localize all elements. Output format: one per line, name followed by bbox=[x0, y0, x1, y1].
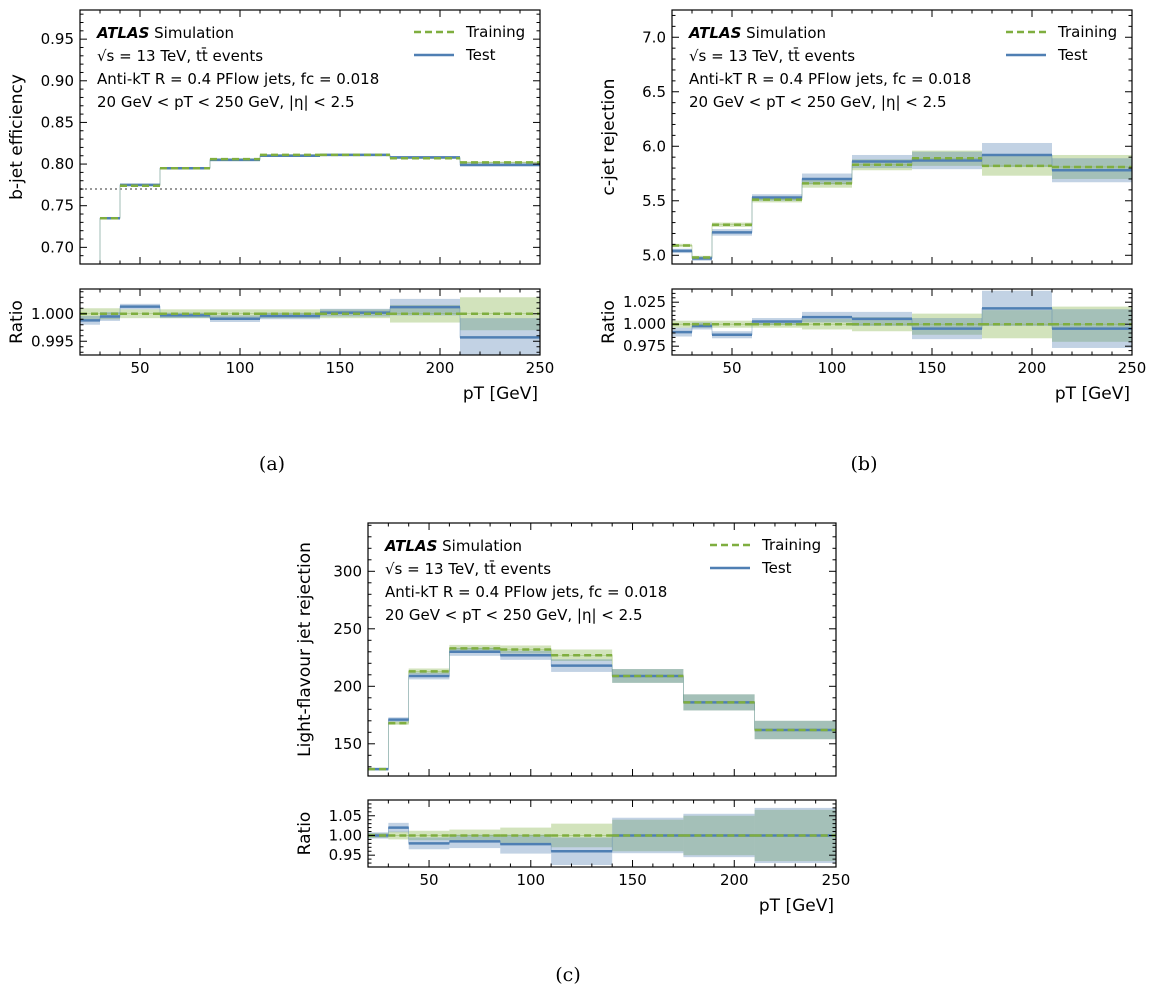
y-tick-label: 0.85 bbox=[41, 113, 74, 131]
ylabel: b-jet efficiency bbox=[7, 74, 27, 200]
annotation-selection: 20 GeV < pT < 250 GeV, |η| < 2.5 bbox=[385, 606, 642, 624]
x-tick-label: 100 bbox=[226, 359, 255, 377]
test-band bbox=[80, 269, 100, 271]
simulation-label: Simulation bbox=[149, 24, 234, 42]
x-tick-label: 100 bbox=[516, 871, 545, 889]
x-tick-label: 150 bbox=[326, 359, 355, 377]
axes-frame bbox=[367, 522, 837, 777]
legend-training-label: Training bbox=[465, 23, 525, 41]
ylabel: Light-flavour jet rejection bbox=[295, 542, 315, 757]
simulation-label: Simulation bbox=[437, 537, 522, 555]
y-tick-label: 300 bbox=[333, 562, 362, 580]
caption-b: (b) bbox=[851, 453, 878, 475]
plot-area bbox=[672, 290, 1132, 348]
y-tick-label: 5.0 bbox=[642, 246, 666, 264]
y-tick-label: 200 bbox=[333, 677, 362, 695]
y-tick-label: 1.00 bbox=[329, 826, 362, 844]
annotation-experiment: ATLAS Simulation bbox=[688, 24, 826, 42]
caption-a: (a) bbox=[259, 453, 285, 475]
annotation-jets: Anti-kT R = 0.4 PFlow jets, fc = 0.018 bbox=[385, 583, 667, 601]
x-tick-label: 150 bbox=[618, 871, 647, 889]
plot-area bbox=[80, 297, 540, 355]
legend-test-label: Test bbox=[465, 46, 496, 64]
annotation-energy: √s = 13 TeV, tt̄ events bbox=[97, 46, 263, 65]
annotation-energy: √s = 13 TeV, tt̄ events bbox=[385, 559, 551, 578]
y-tick-label: 6.0 bbox=[642, 137, 666, 155]
plot-area bbox=[80, 153, 540, 271]
x-tick-label: 250 bbox=[822, 871, 851, 889]
plot-area bbox=[368, 644, 836, 771]
y-tick-label: 1.000 bbox=[31, 305, 74, 323]
x-tick-label: 50 bbox=[722, 359, 741, 377]
y-tick-label: 1.05 bbox=[329, 807, 362, 825]
x-tick-label: 100 bbox=[818, 359, 847, 377]
x-tick-label: 200 bbox=[1018, 359, 1047, 377]
x-tick-label: 50 bbox=[130, 359, 149, 377]
x-tick-label: 250 bbox=[526, 359, 555, 377]
y-tick-label: 0.995 bbox=[31, 332, 74, 350]
simulation-label: Simulation bbox=[741, 24, 826, 42]
xlabel: pT [GeV] bbox=[463, 384, 538, 404]
y-tick-label: 0.80 bbox=[41, 155, 74, 173]
y-tick-label: 7.0 bbox=[642, 28, 666, 46]
annotation-selection: 20 GeV < pT < 250 GeV, |η| < 2.5 bbox=[689, 93, 946, 111]
y-tick-label: 250 bbox=[333, 620, 362, 638]
axes-frame bbox=[671, 9, 1133, 265]
y-tick-label: 0.975 bbox=[623, 337, 666, 355]
panel-c-main: 150 200 250 300 Light-flavour jet rejection A… bbox=[295, 522, 837, 777]
y-tick-label: 0.90 bbox=[41, 72, 74, 90]
legend-training-label: Training bbox=[761, 536, 821, 554]
x-tick-label: 200 bbox=[720, 871, 749, 889]
annotation-jets: Anti-kT R = 0.4 PFlow jets, fc = 0.018 bbox=[689, 70, 971, 88]
xlabel: pT [GeV] bbox=[759, 896, 834, 916]
x-tick-label: 250 bbox=[1118, 359, 1147, 377]
axes-frame bbox=[671, 288, 1133, 356]
panel-c-ratio: 50 100 150 200 250 0.95 1.001.05 Ratio pT [GeV] bbox=[295, 799, 851, 916]
test-step-line bbox=[99, 154, 540, 264]
annotation-energy: √s = 13 TeV, tt̄ events bbox=[689, 46, 855, 65]
plot-area bbox=[672, 142, 1132, 261]
axes-frame bbox=[367, 799, 837, 868]
legend-test-label: Test bbox=[761, 559, 792, 577]
ratio-ylabel: Ratio bbox=[7, 300, 27, 344]
y-tick-label: 0.70 bbox=[41, 238, 74, 256]
y-tick-label: 5.5 bbox=[642, 192, 666, 210]
y-tick-label: 1.025 bbox=[623, 293, 666, 311]
axes-frame bbox=[79, 288, 541, 356]
annotation-selection: 20 GeV < pT < 250 GeV, |η| < 2.5 bbox=[97, 93, 354, 111]
training-band bbox=[80, 269, 100, 271]
x-tick-label: 150 bbox=[918, 359, 947, 377]
plot-area bbox=[368, 807, 836, 866]
y-tick-label: 0.95 bbox=[329, 846, 362, 864]
atlas-label: ATLAS bbox=[96, 24, 149, 42]
panel-a-main: 0.70 0.75 0.80 0.85 0.90 0.95 b-jet efficiency… bbox=[7, 9, 541, 271]
annotation-experiment: ATLAS Simulation bbox=[96, 24, 234, 42]
panel-b-main: 5.0 5.5 6.0 6.5 7.0 c-jet rejection ATLAS Simu… bbox=[599, 9, 1133, 265]
axes-frame bbox=[79, 9, 541, 265]
atlas-label: ATLAS bbox=[384, 537, 437, 555]
training-step-line bbox=[99, 154, 540, 264]
y-tick-label: 0.95 bbox=[41, 30, 74, 48]
y-tick-label: 1.000 bbox=[623, 315, 666, 333]
y-tick-label: 0.75 bbox=[41, 197, 74, 215]
ratio-ylabel: Ratio bbox=[599, 300, 619, 344]
annotation-experiment: ATLAS Simulation bbox=[384, 537, 522, 555]
xlabel: pT [GeV] bbox=[1055, 384, 1130, 404]
legend-training-label: Training bbox=[1057, 23, 1117, 41]
y-tick-label: 6.5 bbox=[642, 83, 666, 101]
annotation-jets: Anti-kT R = 0.4 PFlow jets, fc = 0.018 bbox=[97, 70, 379, 88]
x-tick-label: 200 bbox=[426, 359, 455, 377]
legend-test-label: Test bbox=[1057, 46, 1088, 64]
x-tick-label: 50 bbox=[419, 871, 438, 889]
ratio-ylabel: Ratio bbox=[295, 812, 315, 856]
atlas-label: ATLAS bbox=[688, 24, 741, 42]
caption-c: (c) bbox=[555, 964, 580, 986]
ylabel: c-jet rejection bbox=[599, 79, 619, 196]
y-tick-label: 150 bbox=[333, 735, 362, 753]
